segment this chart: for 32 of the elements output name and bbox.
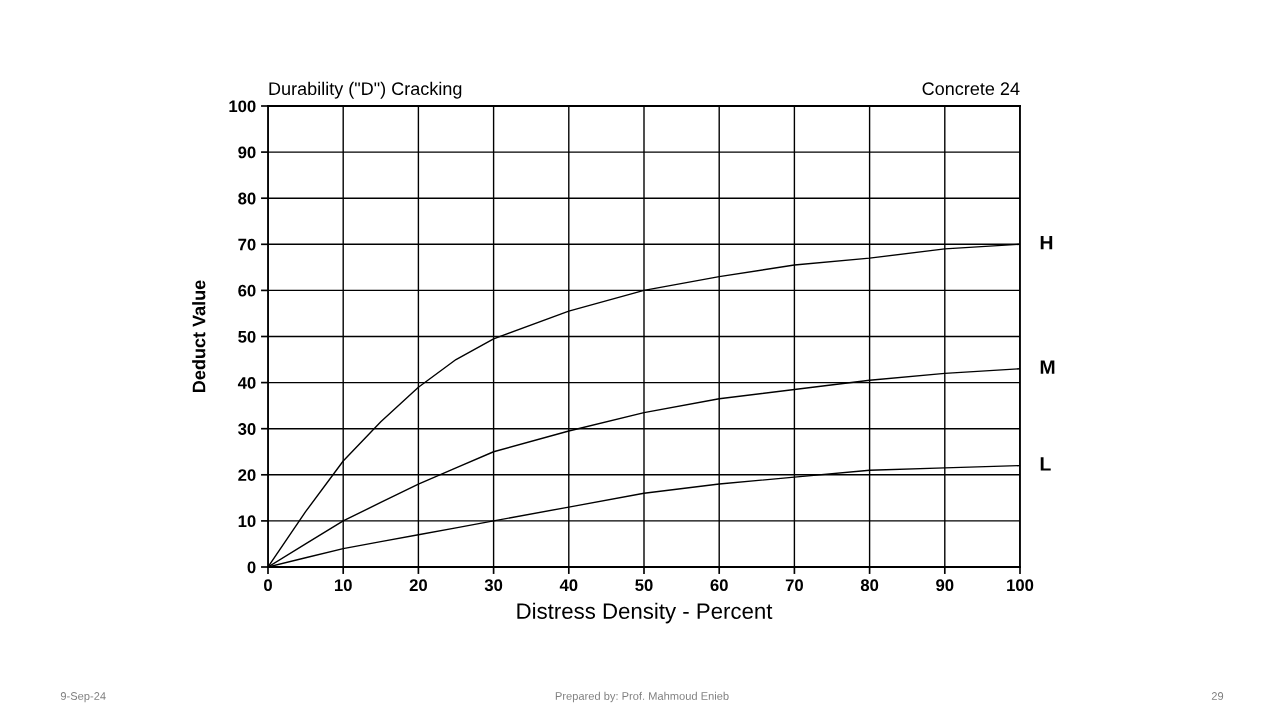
- x-tick-label: 30: [484, 579, 503, 592]
- y-tick-label: 50: [238, 330, 256, 343]
- x-tick-label: 0: [264, 579, 272, 592]
- x-axis-title: Distress Density - Percent: [517, 602, 773, 624]
- chart-subtitle: Concrete 24: [922, 82, 1020, 96]
- x-tick-label: 60: [710, 579, 728, 592]
- series-label: L: [1040, 457, 1051, 471]
- series-label: M: [1040, 360, 1055, 374]
- x-tick-label: 80: [860, 579, 879, 592]
- text: 29: [1211, 692, 1224, 700]
- y-tick-label: 10: [238, 515, 256, 528]
- y-tick-label: 80: [238, 192, 256, 205]
- y-tick-label: 0: [247, 561, 256, 574]
- y-tick-label: 100: [229, 100, 256, 113]
- chart-title: Durability ("D") Cracking: [269, 81, 462, 99]
- text: 9-Sep-24: [60, 692, 106, 703]
- text: Prepared by: Prof. Mahmoud Enieb: [555, 691, 729, 703]
- y-tick-label: 30: [238, 423, 256, 435]
- series-label: H: [1040, 235, 1053, 250]
- y-axis-title: Deduct Value: [192, 280, 206, 392]
- y-tick-label: 60: [238, 284, 256, 297]
- x-tick-label: 20: [409, 579, 427, 592]
- y-tick-label: 20: [238, 469, 256, 481]
- x-tick-label: 50: [635, 579, 653, 592]
- x-tick-label: 100: [1007, 579, 1034, 592]
- x-tick-label: 10: [334, 579, 352, 592]
- x-tick-label: 40: [559, 579, 578, 592]
- y-tick-label: 90: [238, 146, 256, 159]
- y-tick-label: 70: [238, 238, 256, 251]
- x-tick-label: 70: [785, 579, 803, 592]
- y-tick-label: 40: [237, 377, 256, 389]
- x-tick-label: 90: [936, 579, 954, 592]
